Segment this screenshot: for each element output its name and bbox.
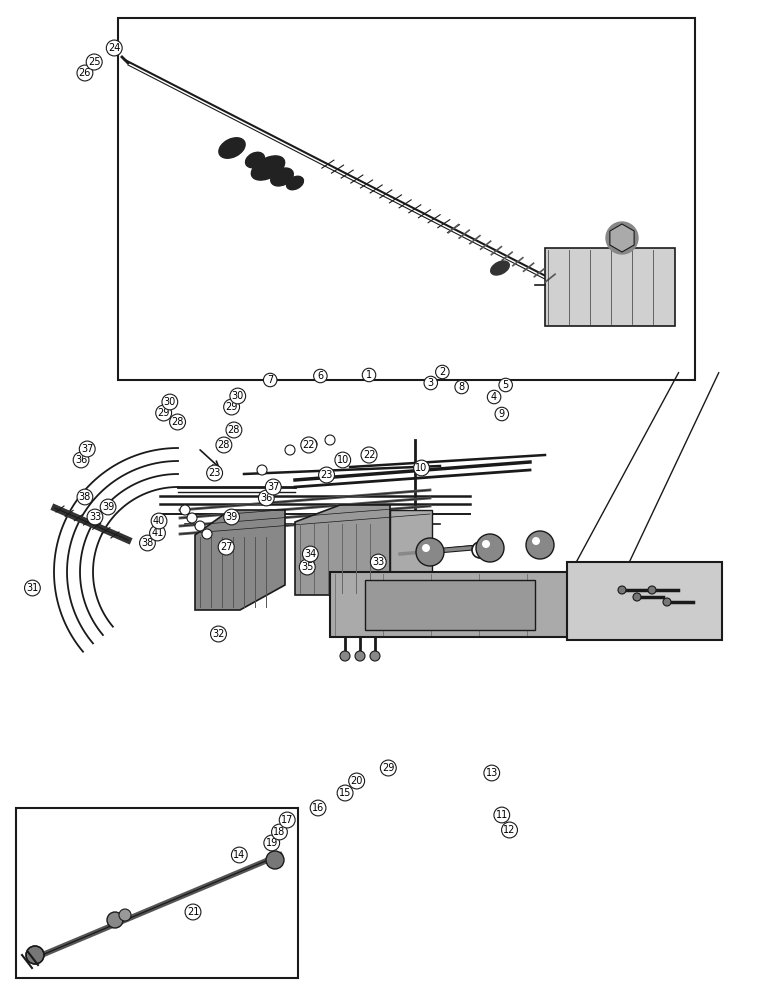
Circle shape xyxy=(355,651,365,661)
Bar xyxy=(365,580,535,630)
Ellipse shape xyxy=(219,138,245,158)
Text: 28: 28 xyxy=(218,440,230,450)
Text: 26: 26 xyxy=(79,68,91,78)
Ellipse shape xyxy=(286,176,303,190)
Circle shape xyxy=(618,586,626,594)
Text: 11: 11 xyxy=(496,810,508,820)
Text: 14: 14 xyxy=(233,850,245,860)
Text: 15: 15 xyxy=(339,788,351,798)
Text: 10: 10 xyxy=(415,463,428,473)
Circle shape xyxy=(370,651,380,661)
Text: 39: 39 xyxy=(225,512,238,522)
Text: 7: 7 xyxy=(267,375,273,385)
Text: 40: 40 xyxy=(153,516,165,526)
Text: 29: 29 xyxy=(382,763,394,773)
Text: 32: 32 xyxy=(212,629,225,639)
Text: 30: 30 xyxy=(232,391,244,401)
Ellipse shape xyxy=(491,261,510,275)
Circle shape xyxy=(107,912,123,928)
Text: 19: 19 xyxy=(266,838,278,848)
Ellipse shape xyxy=(252,156,285,180)
Text: 22: 22 xyxy=(363,450,375,460)
Circle shape xyxy=(187,513,197,523)
Text: 41: 41 xyxy=(151,528,164,538)
Text: 33: 33 xyxy=(89,512,101,522)
Bar xyxy=(330,572,575,637)
Circle shape xyxy=(340,651,350,661)
Bar xyxy=(545,248,675,326)
Bar xyxy=(567,562,722,640)
Circle shape xyxy=(633,593,641,601)
Text: 1: 1 xyxy=(366,370,372,380)
Text: 9: 9 xyxy=(499,409,505,419)
Text: 23: 23 xyxy=(320,470,333,480)
Text: 37: 37 xyxy=(81,444,93,454)
Text: 36: 36 xyxy=(260,493,273,503)
Text: 6: 6 xyxy=(317,371,323,381)
Text: 4: 4 xyxy=(491,392,497,402)
Circle shape xyxy=(526,531,554,559)
Polygon shape xyxy=(195,510,285,610)
Circle shape xyxy=(119,909,131,921)
Circle shape xyxy=(325,435,335,445)
Text: 29: 29 xyxy=(225,402,238,412)
Circle shape xyxy=(416,538,444,566)
Bar xyxy=(390,510,432,585)
Circle shape xyxy=(257,465,267,475)
Text: 3: 3 xyxy=(428,378,434,388)
Text: 22: 22 xyxy=(303,440,315,450)
Circle shape xyxy=(180,505,190,515)
Circle shape xyxy=(422,544,430,552)
Circle shape xyxy=(26,946,44,964)
Text: 24: 24 xyxy=(108,43,120,53)
Circle shape xyxy=(648,586,656,594)
Text: 21: 21 xyxy=(187,907,199,917)
Text: 12: 12 xyxy=(503,825,516,835)
Circle shape xyxy=(285,445,295,455)
Text: 27: 27 xyxy=(220,542,232,552)
Text: 20: 20 xyxy=(350,776,363,786)
Text: 38: 38 xyxy=(79,492,91,502)
Text: 25: 25 xyxy=(88,57,100,67)
Text: 36: 36 xyxy=(75,455,87,465)
Text: 5: 5 xyxy=(503,380,509,390)
Circle shape xyxy=(307,439,317,449)
Text: 29: 29 xyxy=(157,408,170,418)
Text: 10: 10 xyxy=(337,455,349,465)
Circle shape xyxy=(202,529,212,539)
Circle shape xyxy=(472,542,488,558)
Ellipse shape xyxy=(271,168,293,186)
Polygon shape xyxy=(610,224,634,252)
Ellipse shape xyxy=(245,152,265,168)
Circle shape xyxy=(606,222,638,254)
Text: 2: 2 xyxy=(439,367,445,377)
Circle shape xyxy=(482,540,490,548)
Circle shape xyxy=(195,521,205,531)
Circle shape xyxy=(663,598,671,606)
Polygon shape xyxy=(295,505,390,595)
Text: 16: 16 xyxy=(312,803,324,813)
Text: 18: 18 xyxy=(273,827,286,837)
Text: 39: 39 xyxy=(102,502,114,512)
Text: 35: 35 xyxy=(301,562,313,572)
Text: 33: 33 xyxy=(372,557,384,567)
Text: 31: 31 xyxy=(26,583,39,593)
Bar xyxy=(16,808,298,978)
Text: 23: 23 xyxy=(208,468,221,478)
Text: 34: 34 xyxy=(304,549,317,559)
Text: 30: 30 xyxy=(164,397,176,407)
Text: 17: 17 xyxy=(281,815,293,825)
Text: 38: 38 xyxy=(141,538,154,548)
Circle shape xyxy=(266,851,284,869)
Text: 8: 8 xyxy=(459,382,465,392)
Text: 37: 37 xyxy=(267,482,279,492)
Text: 13: 13 xyxy=(486,768,498,778)
Text: 28: 28 xyxy=(171,417,184,427)
Text: 28: 28 xyxy=(228,425,240,435)
Circle shape xyxy=(476,534,504,562)
Circle shape xyxy=(532,537,540,545)
Bar xyxy=(118,18,695,380)
